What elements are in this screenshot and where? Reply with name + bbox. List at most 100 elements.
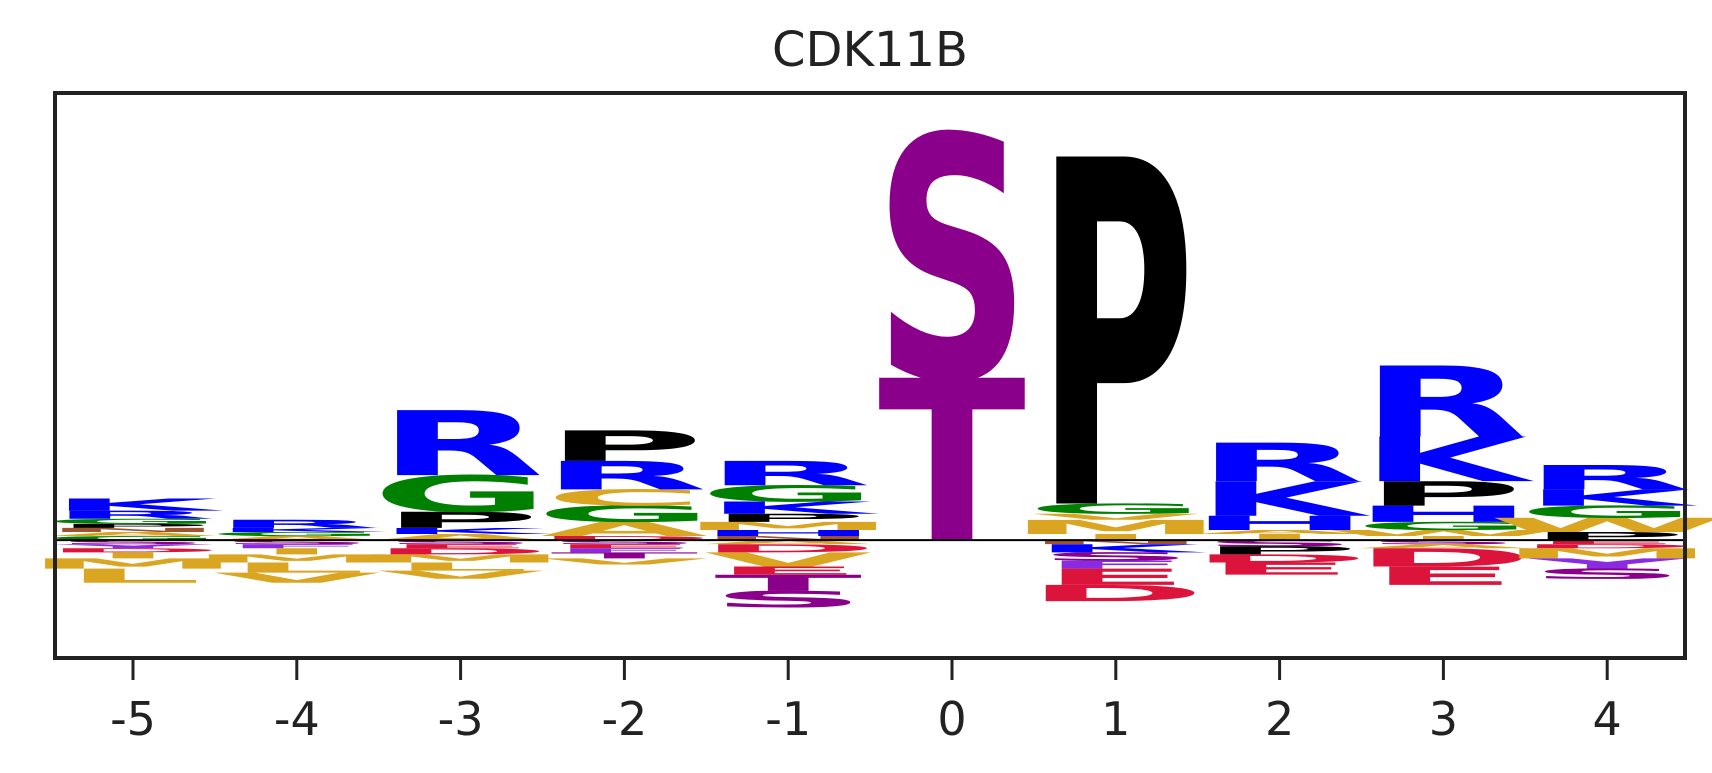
x-axis: -5 -4 -3 -2 -1 0 1 2 3 4 [110,658,1622,746]
logo-letter-V-pos-4-below: V [213,570,381,586]
logo-letter-R-pos-2: R [541,453,708,498]
logo-letter-V-pos-3-below: V [377,568,545,581]
logo-letter-T-pos-1-below: T [714,570,862,596]
logo-letter-K-pos3: K [1359,424,1535,496]
logo-letter-N-pos-5: N [42,527,223,533]
logo-letter-I-pos2: I [1239,532,1320,542]
logo-letter-K-pos4: K [1523,485,1697,511]
logo-letter-M-pos1: M [1008,516,1224,539]
logo-letter-P-pos3: P [1364,475,1523,514]
logo-letter-D-pos2-below: D [1190,552,1370,565]
logo-letter-G-pos-3: G [372,465,550,523]
logo-letter-G-pos1: G [1027,501,1205,517]
logo-letter-S-pos4-below: S [1529,566,1685,582]
logo-letter-H-pos3: H [1353,501,1534,527]
logo-letter-A-pos-1-below: A [704,539,872,545]
logo-letter-S-pos-2-below: S [546,539,702,545]
logo-letter-I-pos3: I [1403,535,1484,541]
logo-letter-H-pos2: H [1189,512,1370,535]
logo-letter-D-pos-1-below: D [698,542,878,555]
logo-letter-P-pos2-below: P [1200,544,1359,557]
logo-letter-E-pos-2-below: E [550,543,698,549]
logo-letter-R-pos-4: R [213,518,380,531]
logo-letter-R-pos3: R [1360,346,1527,460]
logo-letter-P-pos-1: P [709,512,868,525]
logo-letter-I-pos1: I [1075,532,1156,542]
logo-letter-P-pos1: P [1036,63,1195,616]
logo-letter-G-pos-5: G [44,535,222,541]
logo-letter-K-pos-5: K [49,495,224,514]
logo-letter-P-pos-3: P [381,507,540,533]
logo-letter-V-pos-1-below: V [704,549,872,572]
logo-letter-E-pos-3-below: E [387,543,535,549]
x-tick-label: 1 [1101,692,1130,746]
logo-letter-M-pos4-below: M [1499,546,1712,562]
x-tick-label: 4 [1593,692,1622,746]
logo-letter-E-pos3-below: E [1369,562,1517,591]
logo-letters: GANPGRKSYDIMLAGKRSFIMLVAKPGRSEDMLVDAGCRP… [25,63,1712,616]
logo-letter-N-pos-1: N [698,535,879,541]
logo-letter-L-pos-3-below: L [392,560,530,573]
logo-letter-G-pos-2: G [535,501,713,527]
logo-letter-M-pos-3-below: M [353,552,569,565]
logo-letter-R-pos-1: R [705,454,872,493]
logo-letter-R-pos-5: R [50,509,217,522]
logo-letter-V-pos1: V [1032,512,1200,522]
x-tick-label: -2 [601,692,647,746]
logo-letter-K-pos1-below: K [1032,542,1207,555]
logo-letter-I-pos-5-below: I [93,551,174,561]
logo-letter-D-pos3-below: D [1353,543,1533,572]
logo-letter-K-pos-1: K [704,498,879,517]
logo-letter-L-pos-5-below: L [64,565,202,588]
logo-letter-A-pos3-below: A [1360,543,1528,549]
logo-letter-F-pos-2-below: F [550,547,698,553]
logo-letter-S-pos-3-below: S [383,539,539,545]
logo-letter-D-pos4-below: D [1517,543,1697,549]
logo-letter-S-pos-1-below: S [710,587,866,613]
logo-letter-D-pos-2: D [534,535,714,541]
logo-letter-D-pos-5-below: D [43,547,223,553]
logo-letter-K-pos2: K [1196,472,1371,527]
logo-letter-R-pos4: R [1524,458,1691,497]
logo-letter-A-pos-3: A [377,532,545,542]
logo-letter-W-pos3: W [1324,528,1563,538]
logo-letter-L-pos-4-below: L [228,560,366,576]
logo-letter-M-pos-4-below: M [189,552,405,565]
logo-letter-E-pos4-below: E [1533,539,1681,545]
logo-letter-D-pos-3-below: D [371,547,551,557]
x-tick-label: -5 [110,692,156,746]
plot-frame [53,91,1687,660]
x-tick-label: 0 [937,692,966,746]
logo-letter-K-pos-4: K [213,527,388,533]
x-tick-label: -3 [438,692,484,746]
logo-letter-C-pos-2: C [545,485,704,511]
logo-letter-G-pos3: G [1354,520,1532,533]
logo-letter-D-pos1-below: D [1026,581,1206,607]
logo-letter-A-pos2: A [1196,529,1364,535]
logo-letter-N-pos1-below: N [1025,539,1206,545]
logo-letter-M-pos-1: M [680,520,896,533]
logo-letter-K-pos-3: K [377,526,552,536]
logo-letter-G-pos4: G [1518,502,1696,521]
logo-letter-S-pos0: S [874,69,1030,457]
logo-letter-I-pos-4-below: I [256,547,337,557]
logo-letter-E-pos-1-below: E [714,564,862,577]
logo-letter-G-pos-1: G [699,481,877,507]
logo-letter-S-pos2-below: S [1202,539,1358,549]
x-tick-label: -1 [765,692,811,746]
logo-letter-G-pos-5: G [44,517,222,525]
logo-letter-W-pos4: W [1488,514,1712,537]
logo-letter-P-pos-2: P [545,422,704,471]
logo-letter-P-pos-5: P [54,523,213,529]
logo-letter-R-pos2: R [1196,433,1363,494]
logo-letter-Y-pos4-below: Y [1526,556,1688,572]
logo-letter-F-pos1-below: F [1042,558,1190,571]
logo-letter-H-pos-1: H [698,528,879,538]
logo-letter-T-pos-2-below: T [550,551,698,561]
logo-letter-R-pos-3: R [377,393,544,497]
x-tick-label: 2 [1265,692,1294,746]
logo-letter-S-pos-5-below: S [55,539,211,545]
logo-letter-A-pos-2: A [541,518,709,541]
logo-letter-A-pos-4: A [213,535,381,541]
